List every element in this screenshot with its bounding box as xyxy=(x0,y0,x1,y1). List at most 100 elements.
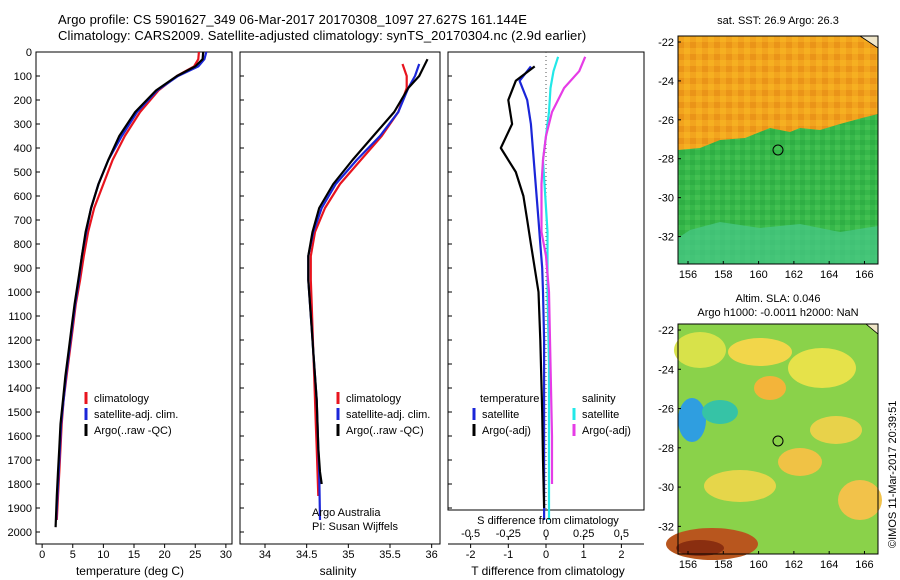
difference-legend: temperature satellite Argo(-adj) salinit… xyxy=(472,393,631,437)
series-line-argo-raw-qc- xyxy=(54,51,205,528)
sla-anomaly xyxy=(728,338,792,366)
lat-tick-label: -30 xyxy=(658,193,674,205)
series-line-temperature-satellite xyxy=(518,65,546,520)
depth-tick-label: 2000 xyxy=(8,527,32,539)
legend-salinity-heading: salinity xyxy=(582,393,616,405)
legend-argo: Argo(..raw -QC) xyxy=(346,425,424,437)
series-line-temperature-argo-adj- xyxy=(499,65,546,509)
depth-tick-label: 500 xyxy=(14,167,32,179)
t-difference-axis: -2 -1 0 1 2 xyxy=(448,543,644,561)
lon-tick-label: 166 xyxy=(855,269,873,281)
s-difference-label: S difference from climatology xyxy=(477,515,619,527)
x-tick-label: 36 xyxy=(426,549,438,561)
x-tick-label: -1 xyxy=(503,549,513,561)
lon-tick-label: 158 xyxy=(714,559,732,571)
legend-sal-argo: Argo(-adj) xyxy=(582,425,631,437)
x-tick-label: 15 xyxy=(128,549,140,561)
sst-map-title: sat. SST: 26.9 Argo: 26.3 xyxy=(717,15,839,27)
lat-tick-label: -22 xyxy=(658,37,674,49)
depth-tick-label: 1100 xyxy=(8,311,32,323)
legend-temperature-heading: temperature xyxy=(480,393,539,405)
temperature-legend: climatology satellite-adj. clim. Argo(..… xyxy=(84,392,178,437)
x-tick-label: -2 xyxy=(466,549,476,561)
temperature-x-axis: 0 5 10 15 20 25 30 xyxy=(39,544,232,561)
lon-tick-label: 156 xyxy=(679,269,697,281)
sla-map: Altim. SLA: 0.046 Argo h1000: -0.0011 h2… xyxy=(658,293,882,571)
argo-position-marker xyxy=(772,435,784,447)
lat-tick-label: -26 xyxy=(658,115,674,127)
depth-tick-label: 1200 xyxy=(8,335,32,347)
lat-tick-label: -24 xyxy=(658,364,674,376)
lat-tick-label: -32 xyxy=(658,232,674,244)
depth-tick-label: 0 xyxy=(26,47,32,59)
temperature-panel: 0100200300400500600700800900100011001200… xyxy=(8,47,233,578)
figure-title-line-2: Climatology: CARS2009. Satellite-adjuste… xyxy=(58,28,587,43)
sla-map-title-2: Argo h1000: -0.0011 h2000: NaN xyxy=(697,307,858,319)
x-tick-label: 0 xyxy=(39,549,45,561)
sla-lon-axis: 156 158 160 162 164 166 xyxy=(679,551,874,571)
depth-tick-label: 1400 xyxy=(8,383,32,395)
legend-sal-satellite: satellite xyxy=(582,409,619,421)
x-tick-label: 0.25 xyxy=(573,528,594,540)
x-tick-label: 35 xyxy=(342,549,354,561)
x-tick-label: -0.25 xyxy=(496,528,521,540)
x-tick-label: 10 xyxy=(97,549,109,561)
sst-coolest-region xyxy=(678,222,878,264)
sla-anomaly xyxy=(754,376,786,400)
series-line-salinity-argo-adj- xyxy=(540,56,587,484)
depth-tick-label: 900 xyxy=(14,263,32,275)
lon-tick-label: 158 xyxy=(714,269,732,281)
sla-map-title-1: Altim. SLA: 0.046 xyxy=(736,293,821,305)
lat-tick-label: -28 xyxy=(658,443,674,455)
legend-temp-satellite: satellite xyxy=(482,409,519,421)
legend-temp-argo: Argo(-adj) xyxy=(482,425,531,437)
legend-argo: Argo(..raw -QC) xyxy=(94,425,172,437)
depth-tick-label: 1000 xyxy=(8,287,32,299)
depth-tick-label: 1600 xyxy=(8,431,32,443)
depth-tick-label: 300 xyxy=(14,119,32,131)
x-tick-label: 5 xyxy=(70,549,76,561)
legend-climatology: climatology xyxy=(94,393,150,405)
sst-map-frame xyxy=(677,35,879,265)
salinity-x-label: salinity xyxy=(320,564,357,578)
sla-map-frame xyxy=(677,323,879,555)
s-difference-axis: -0.5 -0.25 0 0.25 0.5 xyxy=(461,528,629,540)
t-difference-label: T difference from climatology xyxy=(471,564,625,578)
sla-anomaly xyxy=(704,470,776,502)
legend-satellite-adj: satellite-adj. clim. xyxy=(94,409,178,421)
x-tick-label: 25 xyxy=(189,549,201,561)
depth-tick-label: 100 xyxy=(14,71,32,83)
sst-map: sat. SST: 26.9 Argo: 26.3 -22 -24 -26 -28 -3… xyxy=(658,15,879,281)
lat-tick-label: -32 xyxy=(658,521,674,533)
x-tick-label: 34 xyxy=(259,549,271,561)
sst-lon-axis: 156 158 160 162 164 166 xyxy=(679,261,874,281)
x-tick-label: 20 xyxy=(159,549,171,561)
argo-australia-note: Argo Australia xyxy=(312,507,381,519)
salinity-panel: 34 34.5 35 35.5 36 salinity climatology sate… xyxy=(239,51,441,578)
salinity-plot-frame xyxy=(239,51,441,545)
x-tick-label: 34.5 xyxy=(296,549,317,561)
sla-anomaly xyxy=(702,400,738,424)
legend-satellite-adj: satellite-adj. clim. xyxy=(346,409,430,421)
x-tick-label: 30 xyxy=(220,549,232,561)
temperature-x-label: temperature (deg C) xyxy=(76,564,184,578)
x-tick-label: 0.5 xyxy=(614,528,629,540)
lon-tick-label: 164 xyxy=(820,559,838,571)
lat-tick-label: -24 xyxy=(658,76,674,88)
lon-tick-label: 162 xyxy=(785,559,803,571)
depth-axis: 0 100 200 300 400 500 600 700 800 900 1000 1100 1200… xyxy=(8,47,40,539)
depth-tick-label: 1800 xyxy=(8,479,32,491)
sla-lat-axis: -22 -24 -26 -28 -30 -32 xyxy=(658,325,681,533)
lon-tick-label: 160 xyxy=(749,559,767,571)
pi-note: PI: Susan Wijffels xyxy=(312,521,398,533)
x-tick-label: -0.5 xyxy=(461,528,480,540)
x-tick-label: 0 xyxy=(543,549,549,561)
lat-tick-label: -30 xyxy=(658,482,674,494)
depth-tick-label: 800 xyxy=(14,239,32,251)
depth-tick-label: 200 xyxy=(14,95,32,107)
lon-tick-label: 166 xyxy=(855,559,873,571)
salinity-series xyxy=(307,58,429,521)
x-tick-label: 0 xyxy=(543,528,549,540)
legend-climatology: climatology xyxy=(346,393,402,405)
